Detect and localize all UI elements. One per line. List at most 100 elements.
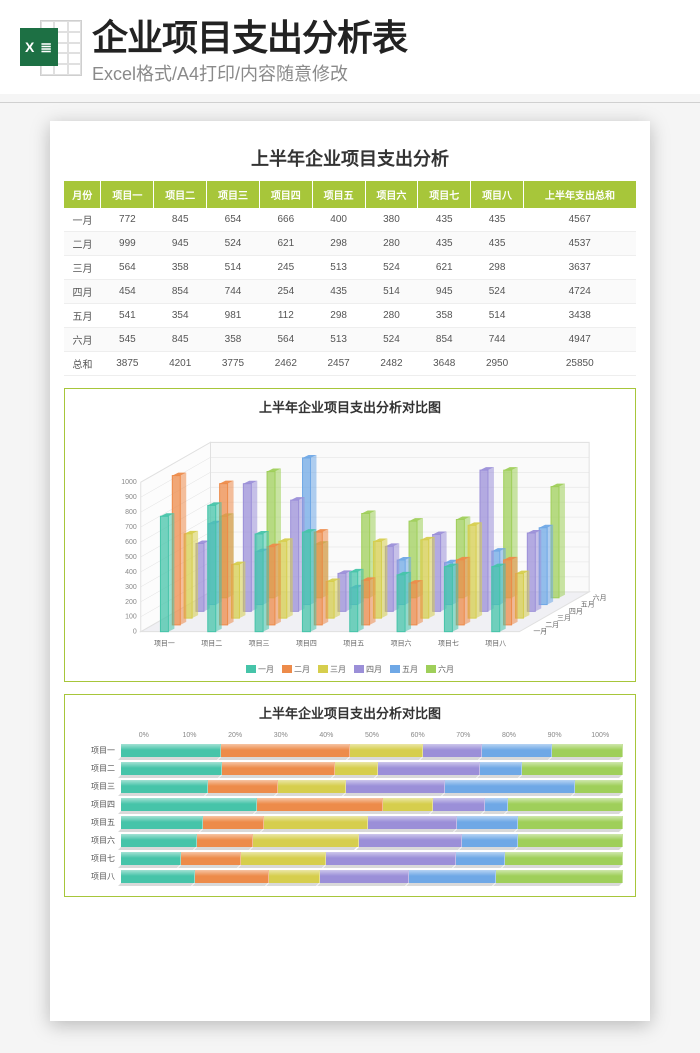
table-cell: 298: [312, 303, 365, 327]
table-cell: 524: [207, 231, 260, 255]
table-cell: 514: [365, 279, 418, 303]
stacked-segment: [409, 870, 496, 883]
table-cell: 280: [365, 303, 418, 327]
stacked-segment: [203, 816, 264, 829]
stacked-bar: [121, 780, 623, 793]
stacked-row: 项目六: [77, 834, 623, 847]
stacked-segment: [335, 762, 378, 775]
stacked-axis-tick: 70%: [440, 732, 486, 739]
stacked-axis-tick: 90%: [532, 732, 578, 739]
table-cell: 999: [101, 231, 154, 255]
table-cell: 380: [365, 208, 418, 232]
stacked-row: 项目八: [77, 870, 623, 883]
table-row: 二月9999455246212982804354354537: [64, 231, 636, 255]
table-cell: 六月: [64, 327, 101, 351]
table-cell: 621: [259, 231, 312, 255]
table-cell: 245: [259, 255, 312, 279]
table-header-cell: 项目四: [259, 181, 312, 208]
table-cell: 545: [101, 327, 154, 351]
table-cell: 435: [418, 208, 471, 232]
chart-3d-column: 01002003004005006007008009001000项目一项目二项目…: [71, 422, 629, 662]
table-row: 四月4548547442544355149455244724: [64, 279, 636, 303]
chart-stacked-bar: 0%10%20%30%40%50%60%70%80%90%100% 项目一项目二…: [71, 728, 629, 890]
svg-text:项目三: 项目三: [249, 639, 270, 647]
chart-stacked-title: 上半年企业项目支出分析对比图: [71, 703, 629, 722]
stacked-segment: [121, 852, 181, 865]
table-cell: 845: [154, 208, 207, 232]
stacked-axis-tick: 20%: [212, 732, 258, 739]
stacked-row-label: 项目八: [77, 871, 121, 882]
svg-text:600: 600: [125, 539, 137, 546]
table-cell: 254: [259, 279, 312, 303]
stacked-axis-tick: 40%: [304, 732, 350, 739]
header-divider: [0, 102, 700, 103]
table-row: 三月5643585142455135246212983637: [64, 255, 636, 279]
table-header-cell: 月份: [64, 181, 101, 208]
svg-text:项目七: 项目七: [438, 638, 459, 647]
svg-text:1000: 1000: [121, 479, 137, 486]
table-header-cell: 项目八: [471, 181, 524, 208]
table-header-cell: 上半年支出总和: [523, 181, 636, 208]
table-cell: 435: [471, 208, 524, 232]
stacked-bar: [121, 870, 623, 883]
svg-text:0: 0: [133, 628, 137, 635]
stacked-row-label: 项目一: [77, 745, 121, 756]
stacked-segment: [518, 834, 623, 847]
document-title: 上半年企业项目支出分析: [64, 145, 636, 171]
stacked-segment: [269, 870, 320, 883]
data-table: 月份项目一项目二项目三项目四项目五项目六项目七项目八上半年支出总和 一月7728…: [64, 181, 636, 376]
chart-3d-title: 上半年企业项目支出分析对比图: [71, 397, 629, 416]
stacked-segment: [121, 834, 197, 847]
stacked-axis-tick: 30%: [258, 732, 304, 739]
table-header-cell: 项目三: [207, 181, 260, 208]
stacked-row: 项目三: [77, 780, 623, 793]
stacked-segment: [457, 816, 518, 829]
table-cell: 3637: [523, 255, 636, 279]
table-row: 总和3875420137752462245724823648295025850: [64, 351, 636, 375]
table-cell: 744: [207, 279, 260, 303]
table-header-cell: 项目一: [101, 181, 154, 208]
stacked-axis-tick: 0%: [121, 732, 167, 739]
stacked-bar: [121, 744, 623, 757]
table-cell: 513: [312, 255, 365, 279]
table-cell: 3775: [207, 351, 260, 375]
svg-text:项目八: 项目八: [485, 639, 506, 647]
svg-text:项目一: 项目一: [154, 639, 175, 647]
table-cell: 4724: [523, 279, 636, 303]
stacked-row-label: 项目三: [77, 781, 121, 792]
stacked-segment: [575, 780, 623, 793]
table-cell: 435: [471, 231, 524, 255]
table-cell: 513: [312, 327, 365, 351]
table-cell: 541: [101, 303, 154, 327]
stacked-segment: [121, 816, 203, 829]
table-cell: 298: [471, 255, 524, 279]
stacked-segment: [121, 780, 208, 793]
stacked-segment: [378, 762, 480, 775]
document-page: 上半年企业项目支出分析 月份项目一项目二项目三项目四项目五项目六项目七项目八上半…: [50, 121, 650, 1021]
stacked-row-label: 项目二: [77, 763, 121, 774]
stacked-row: 项目七: [77, 852, 623, 865]
svg-text:700: 700: [125, 524, 137, 531]
stacked-segment: [264, 816, 369, 829]
stacked-segment: [496, 870, 623, 883]
table-header-cell: 项目七: [418, 181, 471, 208]
subtitle: Excel格式/A4打印/内容随意修改: [92, 60, 680, 86]
stacked-row: 项目四: [77, 798, 623, 811]
table-cell: 621: [418, 255, 471, 279]
table-cell: 400: [312, 208, 365, 232]
table-cell: 二月: [64, 231, 101, 255]
stacked-segment: [522, 762, 623, 775]
stacked-row: 项目五: [77, 816, 623, 829]
table-header-cell: 项目五: [312, 181, 365, 208]
table-header-cell: 项目二: [154, 181, 207, 208]
table-cell: 五月: [64, 303, 101, 327]
table-cell: 3875: [101, 351, 154, 375]
stacked-segment: [278, 780, 346, 793]
stacked-segment: [241, 852, 326, 865]
svg-text:项目四: 项目四: [296, 639, 317, 647]
table-cell: 435: [418, 231, 471, 255]
table-cell: 772: [101, 208, 154, 232]
table-cell: 2462: [259, 351, 312, 375]
table-cell: 358: [207, 327, 260, 351]
excel-icon: X ≣: [20, 18, 82, 80]
